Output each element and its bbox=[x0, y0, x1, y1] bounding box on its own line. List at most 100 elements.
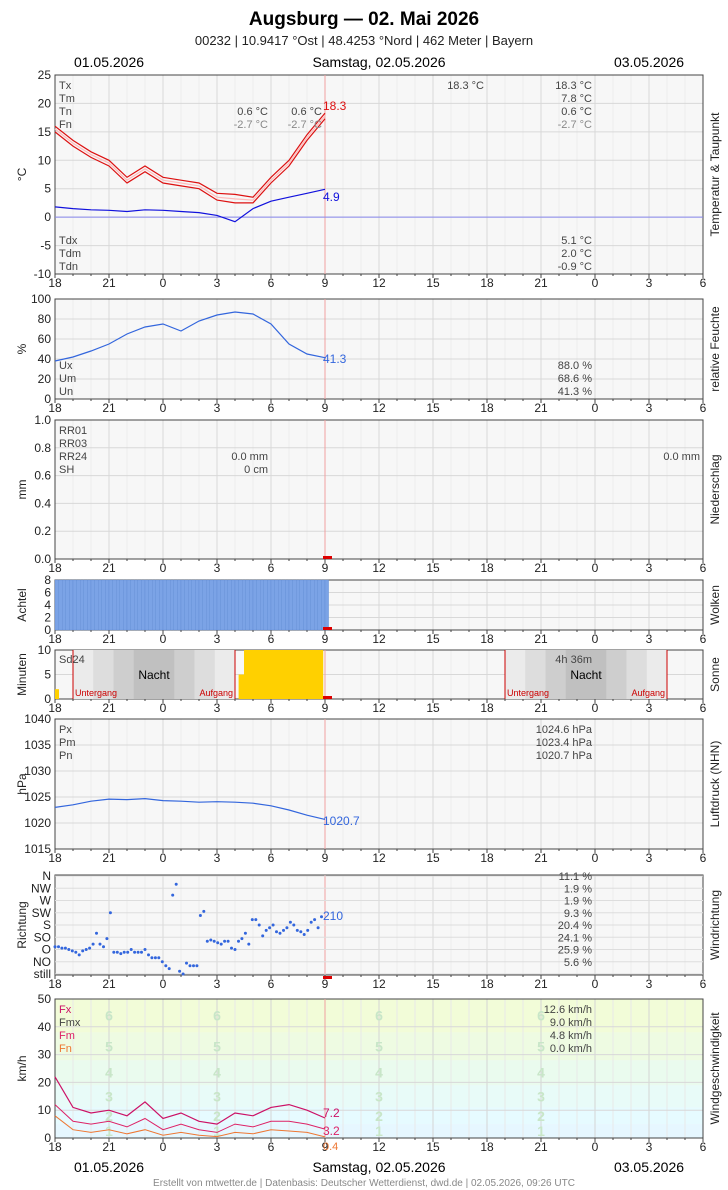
x-tick-label: 21 bbox=[102, 1140, 116, 1154]
night-label: Nacht bbox=[570, 668, 602, 682]
sunrise-label: Aufgang bbox=[199, 688, 233, 698]
beaufort-label: 3 bbox=[375, 1088, 383, 1104]
night-shade bbox=[626, 650, 648, 699]
x-tick-label: 18 bbox=[480, 977, 494, 991]
direction-point bbox=[143, 948, 147, 951]
cloud-bar bbox=[299, 579, 304, 631]
y-axis-label: hPa bbox=[15, 773, 29, 795]
x-tick-label: 3 bbox=[214, 632, 221, 646]
cloud-bar bbox=[188, 579, 192, 631]
direction-point bbox=[271, 923, 275, 927]
cloud-bar bbox=[137, 579, 142, 631]
beaufort-label: 6 bbox=[375, 1008, 383, 1024]
direction-point bbox=[57, 945, 60, 949]
direction-point bbox=[209, 938, 213, 942]
y-tick-label: 20 bbox=[38, 372, 52, 386]
x-tick-label: 18 bbox=[480, 561, 494, 575]
cloud-bar bbox=[303, 579, 308, 631]
stat-value: 0.0 mm bbox=[231, 451, 268, 463]
x-tick-label: 18 bbox=[48, 401, 62, 415]
x-tick-label: 21 bbox=[534, 1140, 548, 1154]
sun-bar bbox=[55, 689, 59, 699]
station-info: 00232 | 10.9417 °Ost | 48.4253 °Nord | 4… bbox=[195, 33, 533, 48]
x-tick-label: 3 bbox=[214, 276, 221, 290]
x-tick-label: 12 bbox=[372, 276, 386, 290]
y-axis-label: Minuten bbox=[15, 653, 29, 696]
sunset-label: Untergang bbox=[75, 688, 117, 698]
stat-value: 1023.4 hPa bbox=[536, 737, 593, 749]
cloud-bar bbox=[209, 579, 214, 631]
cloud-bar bbox=[170, 579, 174, 631]
cloud-bar bbox=[162, 579, 167, 631]
series-line-tn bbox=[54, 118, 326, 204]
direction-point bbox=[233, 948, 237, 951]
night-shade bbox=[545, 650, 567, 699]
cloud-bar bbox=[191, 579, 196, 631]
direction-point bbox=[150, 956, 154, 960]
direction-label: NW bbox=[31, 881, 52, 895]
stat-label: Tx bbox=[59, 80, 72, 92]
direction-point bbox=[102, 945, 105, 949]
last-value-dew: 4.9 bbox=[323, 190, 340, 204]
x-tick-label: 3 bbox=[646, 276, 653, 290]
y-tick-label: 4 bbox=[44, 598, 51, 612]
y-tick-label: 0 bbox=[44, 1131, 51, 1145]
direction-point bbox=[136, 950, 140, 954]
x-tick-label: 6 bbox=[268, 276, 275, 290]
panel-title: Sonne bbox=[708, 657, 722, 692]
stat-value: 9.0 km/h bbox=[550, 1017, 592, 1029]
x-tick-label: 0 bbox=[160, 1140, 167, 1154]
now-marker bbox=[323, 976, 332, 979]
x-tick-label: 12 bbox=[372, 561, 386, 575]
stat-label: Ux bbox=[59, 360, 73, 372]
cloud-bar bbox=[177, 579, 182, 631]
y-tick-label: 20 bbox=[38, 96, 52, 110]
x-tick-label: 18 bbox=[480, 401, 494, 415]
x-tick-label: 6 bbox=[700, 1140, 707, 1154]
direction-label: NO bbox=[33, 955, 51, 969]
direction-point bbox=[171, 893, 175, 897]
stat-label: Fmx bbox=[59, 1017, 81, 1029]
cloud-bar bbox=[94, 579, 99, 631]
direction-label: SO bbox=[34, 930, 51, 944]
x-tick-label: 9 bbox=[322, 851, 329, 865]
cloud-bar bbox=[317, 579, 322, 631]
stat-label: Px bbox=[59, 724, 72, 736]
stat-label: Fx bbox=[59, 1004, 72, 1016]
y-tick-label: 1035 bbox=[24, 738, 51, 752]
stat-value: 1020.7 hPa bbox=[536, 750, 593, 762]
beaufort-label: 2 bbox=[537, 1108, 545, 1124]
y-tick-label: 6 bbox=[44, 586, 51, 600]
beaufort-label: 5 bbox=[375, 1038, 383, 1054]
x-tick-label: 0 bbox=[160, 701, 167, 715]
cloud-bar bbox=[292, 579, 297, 631]
beaufort-label: 6 bbox=[105, 1008, 113, 1024]
beaufort-label: 3 bbox=[105, 1088, 113, 1104]
stat-value-low: 2.0 °C bbox=[561, 248, 592, 260]
x-tick-label: 3 bbox=[646, 851, 653, 865]
date-left-bottom: 01.05.2026 bbox=[74, 1159, 144, 1175]
x-tick-label: 3 bbox=[646, 1140, 653, 1154]
cloud-bar bbox=[263, 579, 268, 631]
x-tick-label: 3 bbox=[214, 561, 221, 575]
cloud-bar bbox=[231, 579, 236, 631]
x-tick-label: 15 bbox=[426, 276, 440, 290]
x-tick-label: 21 bbox=[534, 561, 548, 575]
series-line-fm bbox=[54, 1104, 326, 1133]
direction-point bbox=[313, 918, 317, 922]
y-tick-label: 0.0 bbox=[34, 552, 51, 566]
beaufort-label: 3 bbox=[213, 1088, 221, 1104]
panel-title: Temperatur & Taupunkt bbox=[708, 112, 722, 237]
x-tick-label: 0 bbox=[160, 851, 167, 865]
y-tick-label: 10 bbox=[38, 1103, 52, 1117]
x-tick-label: 18 bbox=[48, 1140, 62, 1154]
y-tick-label: 15 bbox=[38, 125, 52, 139]
night-shade bbox=[214, 650, 236, 699]
cloud-bar bbox=[242, 579, 246, 631]
stat-label: Fm bbox=[59, 1030, 75, 1042]
x-tick-label: 21 bbox=[534, 977, 548, 991]
direction-point bbox=[250, 918, 254, 922]
cloud-bar bbox=[180, 579, 185, 631]
x-tick-label: 3 bbox=[214, 401, 221, 415]
stat-value: 68.6 % bbox=[558, 373, 592, 385]
